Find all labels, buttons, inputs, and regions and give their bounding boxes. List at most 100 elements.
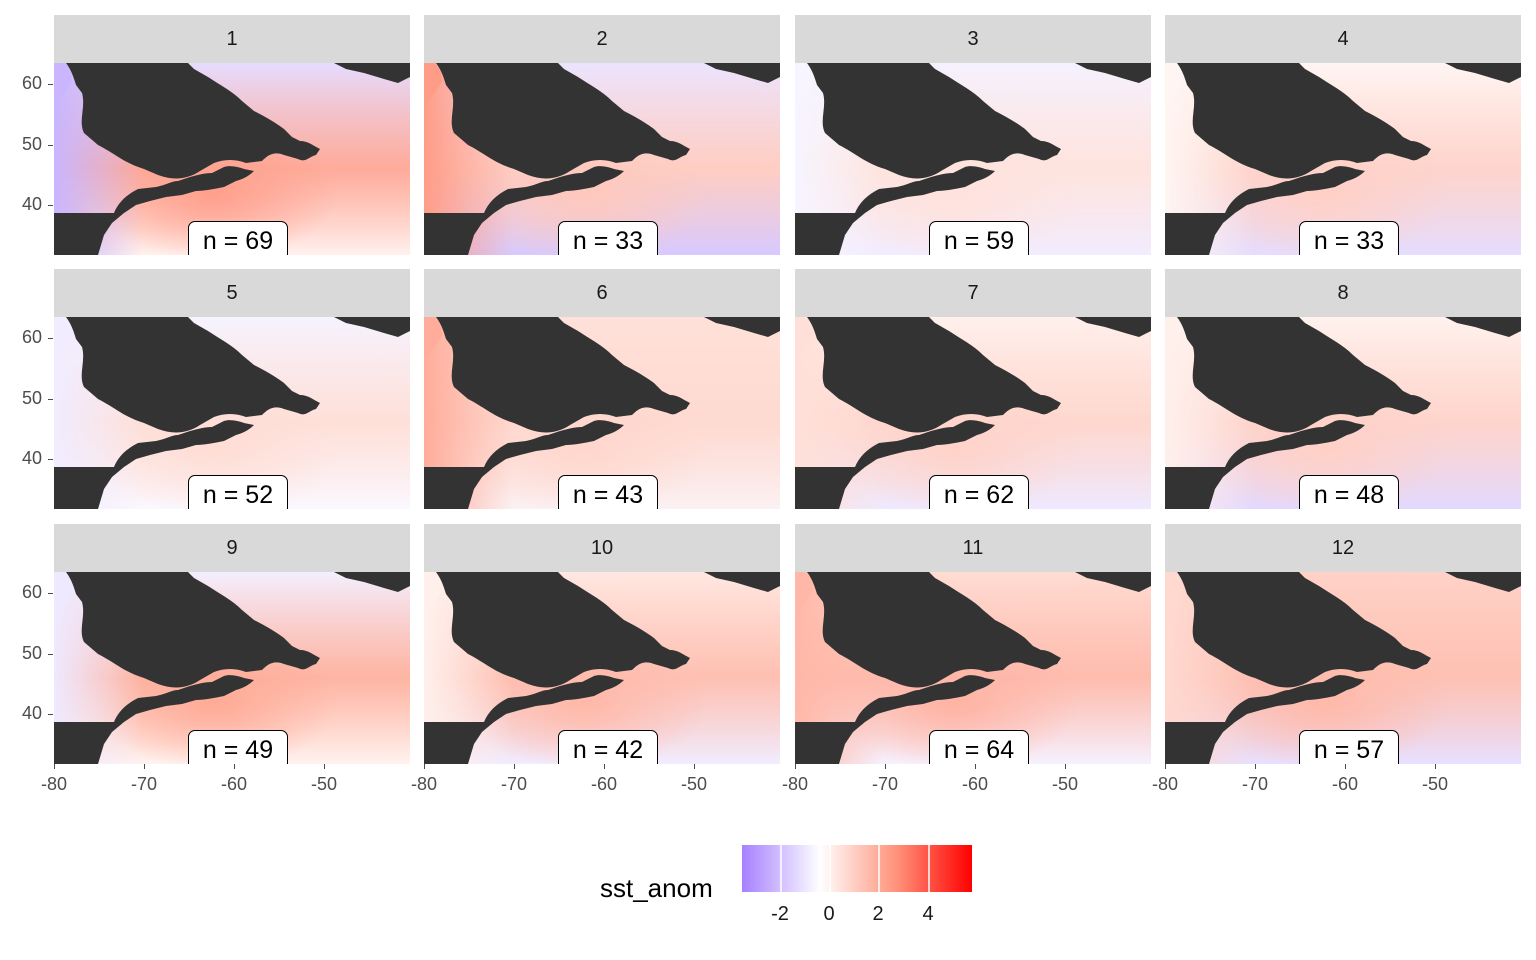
legend-tick-label: 0: [823, 903, 835, 925]
hudson-bay-field: [424, 572, 442, 616]
x-tick-label: -70: [1241, 774, 1268, 794]
land-mass: [54, 63, 320, 255]
facet-strip-label: 3: [795, 15, 1151, 63]
sst-anomaly-map: n = 48: [1165, 317, 1521, 509]
hudson-bay-field: [54, 572, 72, 616]
y-tick-mark: [48, 84, 53, 86]
greenland-land-mass: [704, 63, 780, 83]
facet-panel-2: 2 n = 33: [424, 15, 780, 255]
hudson-bay-field: [795, 317, 813, 361]
greenland-land-mass: [1445, 317, 1521, 337]
facet-panel-3: 3 n = 59: [795, 15, 1151, 255]
x-tick-mark: [424, 764, 426, 769]
color-legend: sst_anom -2 0 2 4: [600, 843, 980, 933]
hudson-bay-field: [54, 317, 72, 361]
x-tick-label: -50: [680, 774, 707, 794]
facet-panel-10: 10 n = 42: [424, 524, 780, 764]
y-tick-label: 60: [21, 73, 42, 93]
land-mass: [795, 572, 1061, 764]
y-tick-mark: [48, 593, 53, 595]
x-tick-mark: [1065, 764, 1067, 769]
facet-strip-label: 4: [1165, 15, 1521, 63]
x-tick-mark: [1435, 764, 1437, 769]
x-tick-mark: [795, 764, 797, 769]
x-tick-label: -50: [1421, 774, 1448, 794]
sample-count-label: n = 49: [188, 730, 288, 764]
greenland-land-mass: [704, 317, 780, 337]
greenland-land-mass: [334, 572, 410, 592]
land-mass: [424, 63, 690, 255]
y-tick-label: 50: [21, 643, 42, 663]
legend-tick-label: -2: [771, 903, 789, 925]
facet-panel-4: 4 n = 33: [1165, 15, 1521, 255]
x-tick-label: -50: [310, 774, 337, 794]
greenland-land-mass: [1075, 63, 1151, 83]
x-tick-label: -60: [1331, 774, 1358, 794]
sst-anomaly-map: n = 69: [54, 63, 410, 255]
x-tick-mark: [604, 764, 606, 769]
facet-strip-label: 1: [54, 15, 410, 63]
facet-strip-label: 11: [795, 524, 1151, 572]
x-tick-mark: [975, 764, 977, 769]
sample-count-label: n = 42: [558, 730, 658, 764]
x-tick-mark: [234, 764, 236, 769]
land-mass: [54, 572, 320, 764]
x-tick-mark: [1255, 764, 1257, 769]
sample-count-label: n = 52: [188, 475, 288, 509]
facet-strip-label: 5: [54, 269, 410, 317]
hudson-bay-field: [424, 317, 442, 361]
x-tick-mark: [514, 764, 516, 769]
x-tick-label: -80: [781, 774, 808, 794]
hudson-bay-field: [424, 63, 442, 107]
x-tick-mark: [324, 764, 326, 769]
x-tick-mark: [1345, 764, 1347, 769]
greenland-land-mass: [1075, 572, 1151, 592]
land-mass: [1165, 572, 1431, 764]
x-tick-label: -80: [410, 774, 437, 794]
sample-count-label: n = 59: [929, 221, 1029, 255]
sample-count-label: n = 33: [1299, 221, 1399, 255]
sample-count-label: n = 48: [1299, 475, 1399, 509]
hudson-bay-field: [795, 572, 813, 616]
legend-tick-mark: [780, 845, 782, 892]
y-tick-label: 40: [21, 194, 42, 214]
sst-anomaly-map: n = 33: [424, 63, 780, 255]
y-tick-mark: [48, 338, 53, 340]
land-mass: [54, 317, 320, 509]
y-tick-label: 60: [21, 582, 42, 602]
land-mass: [795, 63, 1061, 255]
y-tick-mark: [48, 145, 53, 147]
legend-colorbar: [742, 845, 972, 892]
legend-tick-mark: [878, 845, 880, 892]
sst-anomaly-map: n = 43: [424, 317, 780, 509]
x-tick-label: -80: [1151, 774, 1178, 794]
x-tick-label: -70: [871, 774, 898, 794]
facet-strip-label: 6: [424, 269, 780, 317]
sample-count-label: n = 57: [1299, 730, 1399, 764]
y-tick-mark: [48, 714, 53, 716]
sample-count-label: n = 33: [558, 221, 658, 255]
x-tick-mark: [1165, 764, 1167, 769]
facet-strip-label: 9: [54, 524, 410, 572]
sst-anomaly-map: n = 59: [795, 63, 1151, 255]
y-tick-mark: [48, 459, 53, 461]
sst-anomaly-map: n = 57: [1165, 572, 1521, 764]
facet-strip-label: 8: [1165, 269, 1521, 317]
land-mass: [795, 317, 1061, 509]
x-tick-mark: [694, 764, 696, 769]
land-mass: [424, 317, 690, 509]
x-tick-mark: [885, 764, 887, 769]
hudson-bay-field: [1165, 63, 1183, 107]
x-tick-label: -70: [130, 774, 157, 794]
legend-tick-label: 4: [922, 903, 934, 925]
x-tick-label: -60: [590, 774, 617, 794]
facet-strip-label: 2: [424, 15, 780, 63]
y-tick-label: 50: [21, 134, 42, 154]
facet-panel-6: 6 n = 43: [424, 269, 780, 509]
y-tick-label: 40: [21, 703, 42, 723]
greenland-land-mass: [1075, 317, 1151, 337]
facet-panel-9: 9 n = 49: [54, 524, 410, 764]
legend-tick-mark: [928, 845, 930, 892]
greenland-land-mass: [334, 317, 410, 337]
